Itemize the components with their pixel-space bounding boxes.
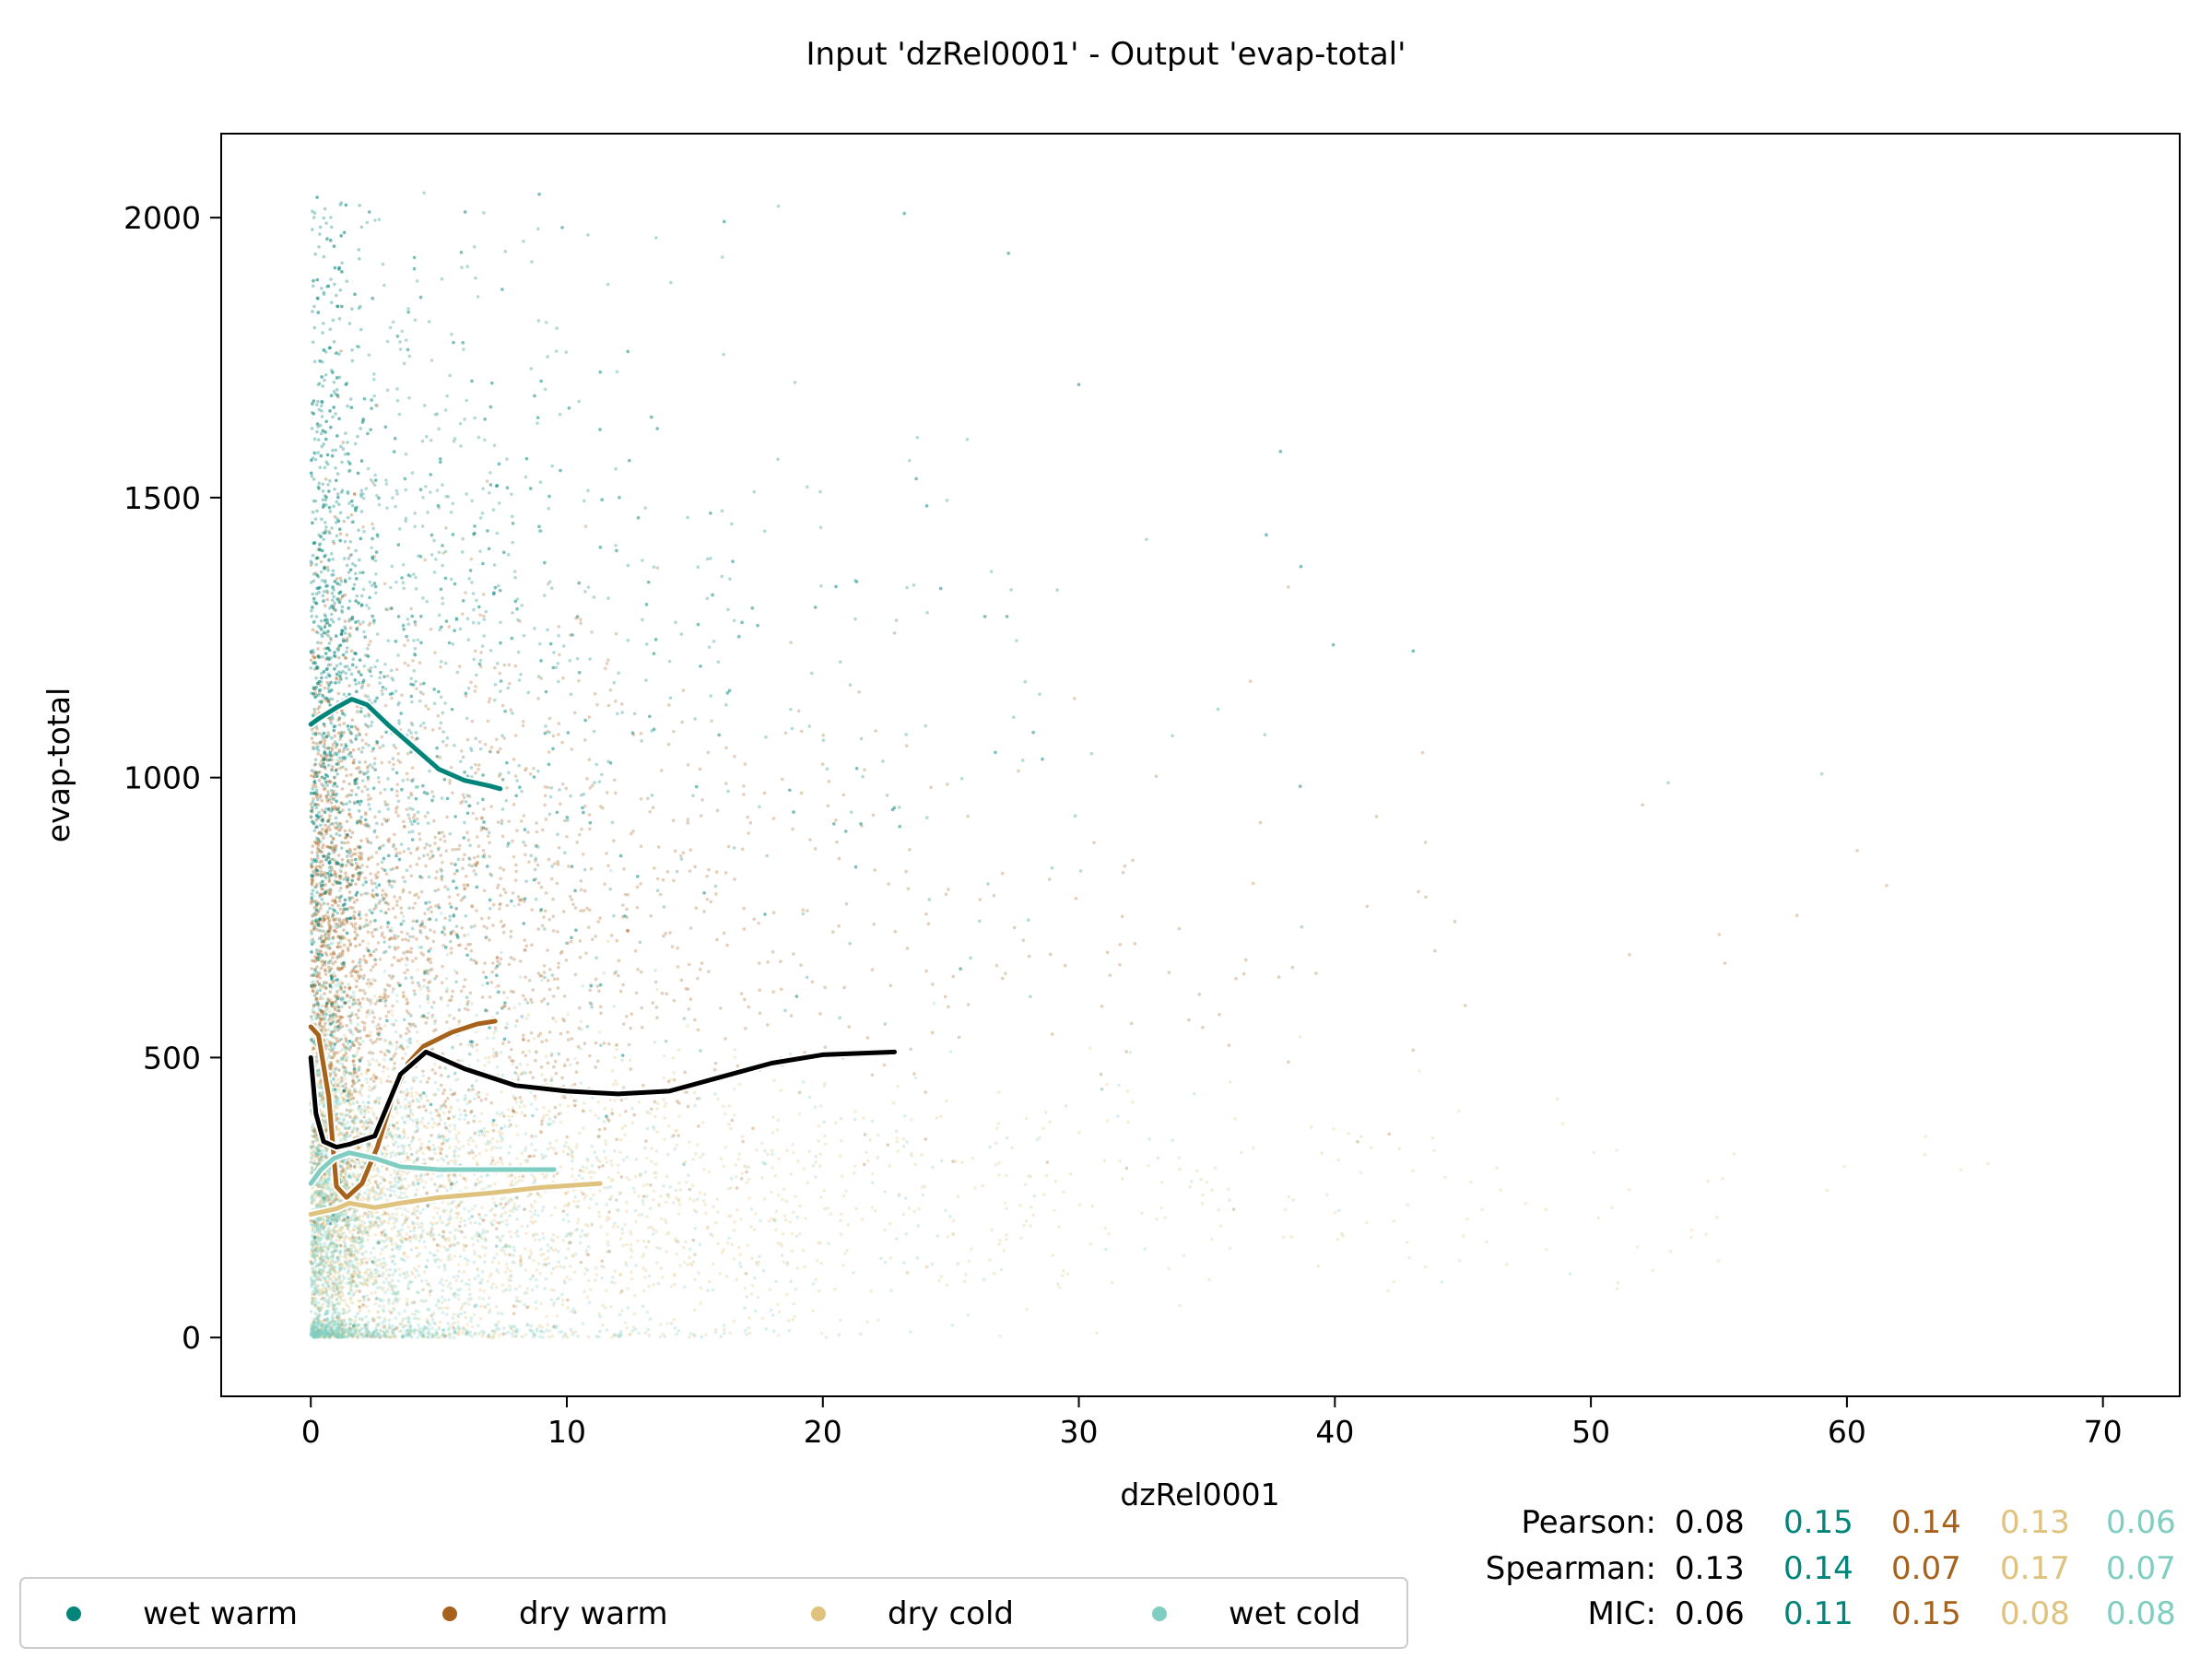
x-tick-label: 50 [1571, 1414, 1610, 1450]
stats-value: 0.15 [1891, 1595, 1961, 1632]
x-axis: 0 10 20 30 40 50 60 70 [301, 1396, 2123, 1450]
y-tick-label: 500 [143, 1040, 201, 1076]
x-tick-label: 10 [547, 1414, 586, 1450]
scatter-points-dry-cold [309, 898, 1990, 1339]
legend: wet warm dry warm dry cold wet cold [19, 1577, 1408, 1649]
scatter-layer [309, 191, 1990, 1339]
y-axis: 0 500 1000 1500 2000 [124, 200, 221, 1356]
legend-marker [442, 1606, 457, 1621]
y-tick-label: 0 [182, 1320, 201, 1356]
stats-value: 0.08 [2000, 1595, 2070, 1632]
x-tick-label: 40 [1315, 1414, 1354, 1450]
legend-label: dry cold [888, 1595, 1014, 1632]
chart-title: Input 'dzRel0001' - Output 'evap-total' [806, 36, 1406, 73]
legend-label: wet cold [1229, 1595, 1360, 1632]
legend-frame [19, 1577, 1408, 1649]
x-tick-label: 70 [2084, 1414, 2123, 1450]
stats-value: 0.13 [1675, 1550, 1745, 1587]
stats-value: 0.14 [1891, 1504, 1961, 1541]
stats-value: 0.17 [2000, 1550, 2070, 1587]
y-tick-label: 2000 [124, 200, 201, 236]
trend-line-wet-warm [308, 697, 503, 792]
trend-line-wet-cold [308, 1150, 557, 1186]
legend-marker [811, 1606, 826, 1621]
stats-value: 0.07 [1891, 1550, 1961, 1587]
y-tick-label: 1000 [124, 760, 201, 796]
stats-value: 0.11 [1783, 1595, 1853, 1632]
stats-value: 0.08 [2106, 1595, 2176, 1632]
trend-line-dry-warm [308, 1018, 498, 1200]
stats-value: 0.07 [2106, 1550, 2176, 1587]
scatter-points-wet-warm [309, 191, 1824, 1337]
stats-value: 0.08 [1675, 1504, 1745, 1541]
y-tick-label: 1500 [124, 480, 201, 516]
stats-value: 0.06 [1675, 1595, 1745, 1632]
stats-table: Pearson: 0.08 0.15 0.14 0.13 0.06 Spearman: 0.1… [1486, 1504, 2176, 1632]
trend-line-all [308, 1049, 898, 1150]
stats-value: 0.13 [2000, 1504, 2070, 1541]
y-axis-label: evap-total [41, 688, 76, 842]
scatter-points-wet-cold [309, 758, 1572, 1339]
stats-row-label: MIC: [1587, 1595, 1656, 1632]
legend-marker [66, 1606, 81, 1621]
x-tick-label: 20 [804, 1414, 842, 1450]
trend-line-dry-cold [308, 1181, 603, 1218]
trend-layer [306, 695, 900, 1219]
plot-area [220, 133, 2181, 1397]
stats-value: 0.06 [2106, 1504, 2176, 1541]
x-tick-label: 60 [1828, 1414, 1866, 1450]
legend-label: dry warm [519, 1595, 668, 1632]
x-tick-label: 0 [301, 1414, 321, 1450]
legend-marker [1152, 1606, 1167, 1621]
x-tick-label: 30 [1060, 1414, 1099, 1450]
stats-value: 0.14 [1783, 1550, 1853, 1587]
stats-value: 0.15 [1783, 1504, 1853, 1541]
plot-frame [220, 133, 2181, 1397]
stats-row-label: Pearson: [1521, 1504, 1656, 1541]
x-axis-label: dzRel0001 [1120, 1477, 1279, 1512]
stats-row-label: Spearman: [1486, 1550, 1656, 1587]
legend-label: wet warm [143, 1595, 298, 1632]
